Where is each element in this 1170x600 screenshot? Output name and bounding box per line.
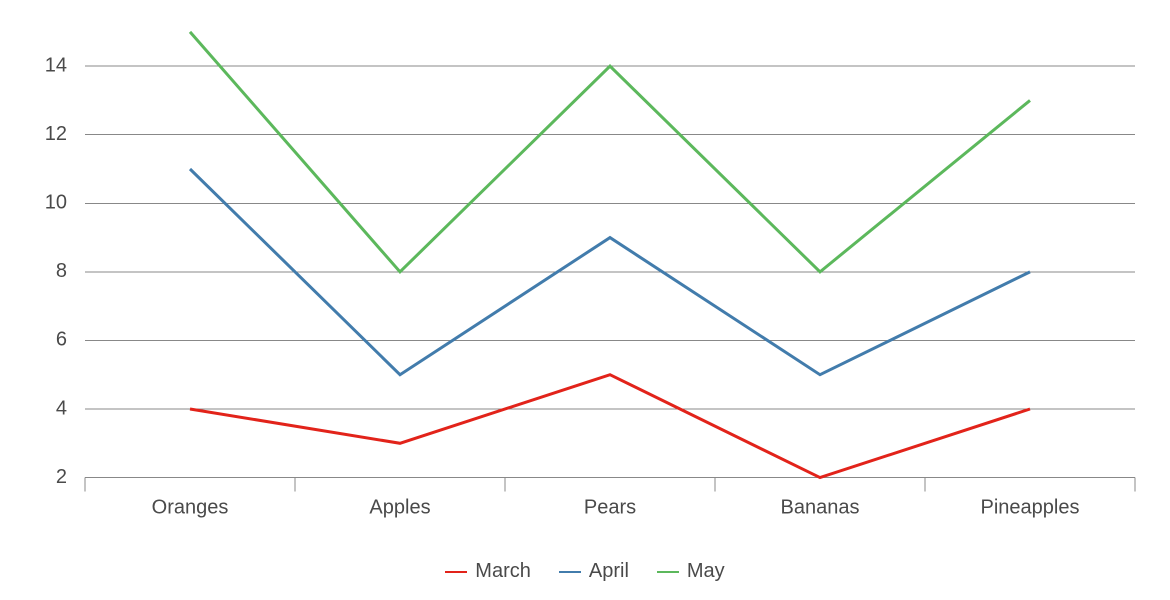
legend-item[interactable]: May <box>657 560 725 583</box>
x-category-label: Apples <box>369 497 430 519</box>
legend-item[interactable]: March <box>445 560 531 583</box>
y-tick-label: 2 <box>56 466 67 488</box>
legend-label: April <box>589 560 629 583</box>
legend-swatch <box>657 571 679 573</box>
line-chart: 2 4 6 8 10 12 14 Oranges Apples Pears Bananas Pinea… <box>0 0 1170 600</box>
legend: March April May <box>0 560 1170 583</box>
y-tick-label: 6 <box>56 329 67 351</box>
y-tick-label: 12 <box>45 123 67 145</box>
legend-label: March <box>475 560 531 583</box>
legend-swatch <box>445 571 467 573</box>
legend-swatch <box>559 571 581 573</box>
chart-canvas: 2 4 6 8 10 12 14 Oranges Apples Pears Bananas Pinea… <box>0 0 1170 600</box>
legend-label: May <box>687 560 725 583</box>
legend-item[interactable]: April <box>559 560 629 583</box>
y-tick-label: 8 <box>56 260 67 282</box>
y-tick-label: 10 <box>45 192 67 214</box>
y-tick-label: 4 <box>56 397 67 419</box>
x-category-label: Bananas <box>781 497 860 519</box>
x-category-label: Pears <box>584 497 636 519</box>
x-category-label: Oranges <box>152 497 229 519</box>
x-category-label: Pineapples <box>981 497 1080 519</box>
y-tick-label: 14 <box>45 54 67 76</box>
